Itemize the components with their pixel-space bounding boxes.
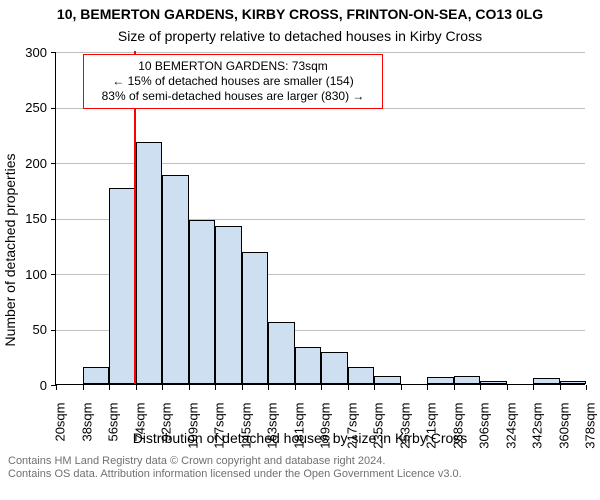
x-tick-mark (374, 385, 375, 390)
histogram-bar (215, 226, 242, 384)
x-tick-mark (401, 385, 402, 390)
x-tick-mark (295, 385, 296, 390)
y-tick-mark (51, 163, 56, 164)
histogram-bar (533, 378, 560, 384)
y-tick-mark (51, 108, 56, 109)
y-tick-label: 100 (7, 267, 47, 282)
histogram-bar (268, 322, 295, 384)
histogram-bar (348, 367, 375, 384)
annotation-line: ← 15% of detached houses are smaller (15… (90, 74, 376, 89)
annotation-line: 83% of semi-detached houses are larger (… (90, 89, 376, 104)
x-tick-mark (56, 385, 57, 390)
x-axis-label: Distribution of detached houses by size … (0, 430, 600, 446)
x-tick-mark (162, 385, 163, 390)
x-tick-mark (215, 385, 216, 390)
footer-line-2: Contains OS data. Attribution informatio… (8, 468, 462, 481)
histogram-bar (321, 352, 348, 384)
x-tick-mark (560, 385, 561, 390)
y-tick-mark (51, 330, 56, 331)
y-tick-label: 300 (7, 45, 47, 60)
y-tick-label: 150 (7, 211, 47, 226)
y-tick-label: 250 (7, 100, 47, 115)
y-axis-label: Number of detached properties (2, 154, 18, 347)
x-tick-mark (109, 385, 110, 390)
x-tick-mark (83, 385, 84, 390)
y-tick-mark (51, 274, 56, 275)
annotation-line: 10 BEMERTON GARDENS: 73sqm (90, 59, 376, 74)
histogram-bar (560, 381, 587, 384)
y-tick-label: 50 (7, 322, 47, 337)
histogram-bar (454, 376, 481, 384)
x-tick-mark (586, 385, 587, 390)
x-tick-mark (189, 385, 190, 390)
y-tick-label: 200 (7, 156, 47, 171)
y-tick-label: 0 (7, 378, 47, 393)
plot-area: 05010015020025030020sqm38sqm56sqm74sqm92… (55, 52, 585, 385)
x-tick-mark (321, 385, 322, 390)
footer-line-1: Contains HM Land Registry data © Crown c… (8, 455, 462, 468)
x-tick-mark (454, 385, 455, 390)
x-tick-mark (533, 385, 534, 390)
title-line-2: Size of property relative to detached ho… (0, 28, 600, 44)
histogram-bar (374, 376, 401, 384)
chart-container: 10, BEMERTON GARDENS, KIRBY CROSS, FRINT… (0, 0, 600, 500)
histogram-bar (136, 142, 163, 384)
histogram-bar (295, 347, 322, 384)
histogram-bar (109, 188, 136, 384)
title-line-1: 10, BEMERTON GARDENS, KIRBY CROSS, FRINT… (0, 6, 600, 22)
y-tick-mark (51, 52, 56, 53)
x-tick-mark (136, 385, 137, 390)
x-tick-mark (242, 385, 243, 390)
x-tick-mark (348, 385, 349, 390)
x-tick-mark (507, 385, 508, 390)
annotation-box: 10 BEMERTON GARDENS: 73sqm← 15% of detac… (83, 54, 383, 109)
histogram-bar (480, 381, 507, 384)
x-tick-mark (480, 385, 481, 390)
y-tick-mark (51, 219, 56, 220)
footer-attribution: Contains HM Land Registry data © Crown c… (8, 455, 462, 481)
histogram-bar (427, 377, 454, 384)
histogram-bar (242, 252, 269, 384)
histogram-bar (189, 220, 216, 384)
histogram-bar (162, 175, 189, 384)
x-tick-mark (427, 385, 428, 390)
x-tick-mark (268, 385, 269, 390)
histogram-bar (83, 367, 110, 384)
